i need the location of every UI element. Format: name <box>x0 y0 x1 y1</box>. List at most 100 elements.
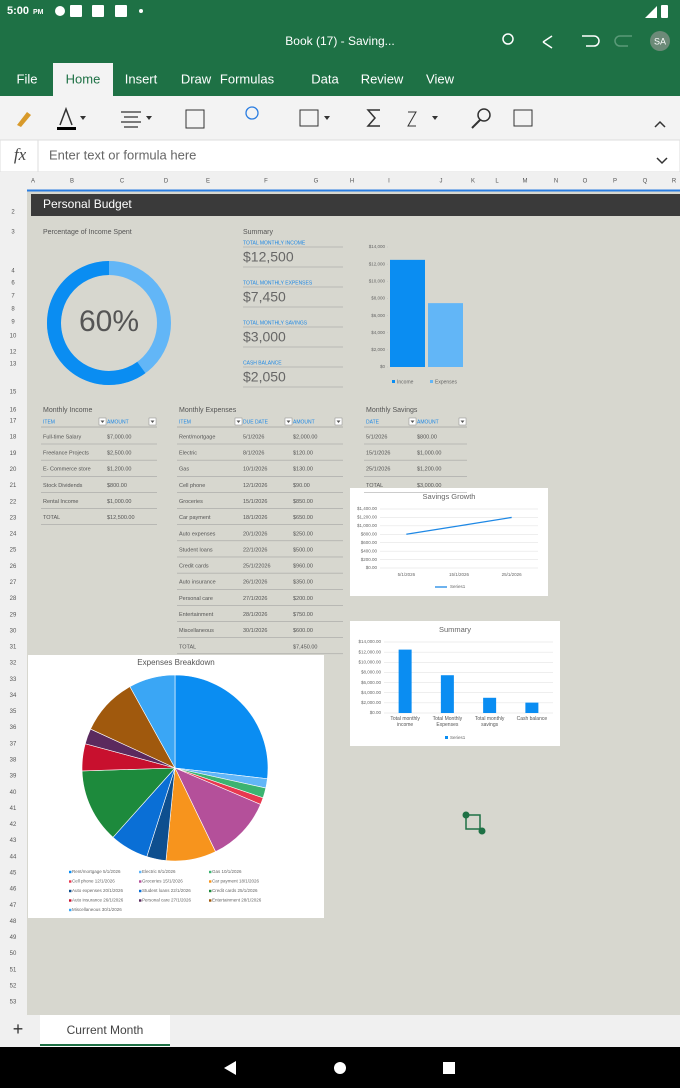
selection-handle[interactable] <box>465 814 481 830</box>
y-tick-label: $14,000 <box>369 244 386 249</box>
ribbon-tab[interactable]: Review <box>361 71 404 86</box>
share-icon[interactable] <box>542 35 553 49</box>
ribbon-tab[interactable]: File <box>17 71 38 86</box>
column-header-bg <box>0 172 680 190</box>
table-cell: 25/1/22026 <box>243 564 271 570</box>
summary-value: $3,000 <box>243 329 286 345</box>
pie-slice <box>174 674 269 780</box>
row-header: 19 <box>10 451 17 457</box>
summary-label: TOTAL MONTHLY EXPENSES <box>243 280 313 286</box>
ribbon-tab[interactable]: Insert <box>125 71 158 86</box>
cells-icon[interactable] <box>299 109 319 127</box>
table-cell: 15/1/2026 <box>366 451 390 457</box>
column-header: G <box>314 179 319 185</box>
column-header: J <box>440 179 443 185</box>
wrap-icon[interactable] <box>185 109 205 129</box>
table-cell: 28/1/2026 <box>243 612 267 618</box>
table-cell: $650.00 <box>293 515 313 521</box>
table-cell: $7,450.00 <box>293 644 317 650</box>
table-header: DUE DATE <box>243 419 269 425</box>
table-cell: $7,000.00 <box>107 434 131 440</box>
bar <box>428 303 463 367</box>
table-cell: Freelance Projects <box>43 451 89 457</box>
row-header: 44 <box>10 854 17 860</box>
row-header: 26 <box>10 564 17 570</box>
banner-title: Personal Budget <box>43 197 132 211</box>
row-header: 33 <box>10 677 17 683</box>
fx-label: fx <box>14 145 27 164</box>
table-cell: 30/1/2026 <box>243 628 267 634</box>
filter-arrow <box>100 420 105 423</box>
table-icon[interactable] <box>513 109 533 127</box>
sort-icon[interactable] <box>407 111 417 127</box>
row-header: 32 <box>10 661 17 667</box>
legend-label: Groceries 15/1/2026 <box>142 879 183 884</box>
ribbon-tab[interactable]: Home <box>66 71 101 86</box>
ribbon-tab[interactable]: Draw <box>181 71 212 86</box>
add-sheet[interactable]: + <box>13 1019 24 1039</box>
header-bg <box>0 0 680 96</box>
row-header: 21 <box>10 483 17 489</box>
y-tick-label: $8,000.00 <box>361 670 382 675</box>
idea-icon[interactable] <box>502 33 514 45</box>
collapse-icons[interactable] <box>654 120 668 165</box>
active-tab[interactable] <box>53 63 113 96</box>
filter-arrow <box>236 420 241 423</box>
ribbon-tab[interactable]: Formulas <box>220 71 275 86</box>
table-cell: $800.00 <box>417 434 437 440</box>
home-button[interactable] <box>334 1062 346 1074</box>
table-header: AMOUNT <box>293 419 315 425</box>
row-header: 49 <box>10 935 17 941</box>
column-header: N <box>554 179 558 185</box>
back-button[interactable] <box>224 1061 236 1075</box>
ribbon <box>0 96 680 140</box>
x-tick-label: Cash balance <box>516 716 548 722</box>
handle-dot[interactable] <box>462 811 470 819</box>
table-cell: $200.00 <box>293 596 313 602</box>
ribbon-tab[interactable]: View <box>426 71 455 86</box>
status-dot <box>139 9 143 13</box>
format-painter[interactable] <box>17 112 31 127</box>
ribbon-tab[interactable]: Data <box>311 71 339 86</box>
column-header: E <box>206 179 210 185</box>
filter-arrow <box>150 420 155 423</box>
undo-icon[interactable] <box>582 35 600 47</box>
row-header: 4 <box>11 269 15 275</box>
y-tick-label: $4,000 <box>371 330 385 335</box>
legend-label: Income <box>397 379 414 385</box>
summary-value: $12,500 <box>243 249 294 265</box>
table-cell: Miscellaneous <box>179 628 214 634</box>
recents-button[interactable] <box>443 1062 455 1074</box>
sheet-tab-label[interactable]: Current Month <box>67 1023 144 1037</box>
row-header: 41 <box>10 806 17 812</box>
number-format[interactable] <box>245 106 259 120</box>
align-icon[interactable] <box>121 111 141 128</box>
legend-label: Gas 10/1/2026 <box>212 869 242 874</box>
formula-placeholder[interactable]: Enter text or formula here <box>49 147 196 162</box>
table-cell: 12/1/2026 <box>243 483 267 489</box>
table-cell: $800.00 <box>107 483 127 489</box>
row-header: 15 <box>10 390 17 396</box>
table-cell: 27/1/2026 <box>243 596 267 602</box>
y-tick-label: $0.00 <box>370 710 382 715</box>
row-header: 23 <box>10 515 17 521</box>
sum-icon[interactable] <box>366 109 380 127</box>
legend-label: Car payment 18/1/2026 <box>212 879 260 884</box>
sheet-tab[interactable] <box>40 1015 170 1047</box>
table-cell: TOTAL <box>179 644 196 650</box>
handle-dot[interactable] <box>478 827 486 835</box>
x-tick-label-box: Total monthly income <box>390 716 419 728</box>
find-icon[interactable] <box>477 108 491 122</box>
column-header: Q <box>643 179 648 185</box>
column-header: F <box>264 179 268 185</box>
font-color[interactable] <box>59 106 73 126</box>
legend-label: Series1 <box>450 735 466 740</box>
donut-label: 60% <box>79 305 139 338</box>
legend-label: Auto insurance 26/1/2026 <box>72 898 124 903</box>
y-tick-label: $4,000.00 <box>361 690 382 695</box>
legend-swatch <box>209 870 212 874</box>
avatar[interactable] <box>650 31 670 51</box>
row-header: 45 <box>10 870 17 876</box>
row-header: 30 <box>10 628 17 634</box>
x-tick-label: 25/1/2026 <box>502 572 523 577</box>
